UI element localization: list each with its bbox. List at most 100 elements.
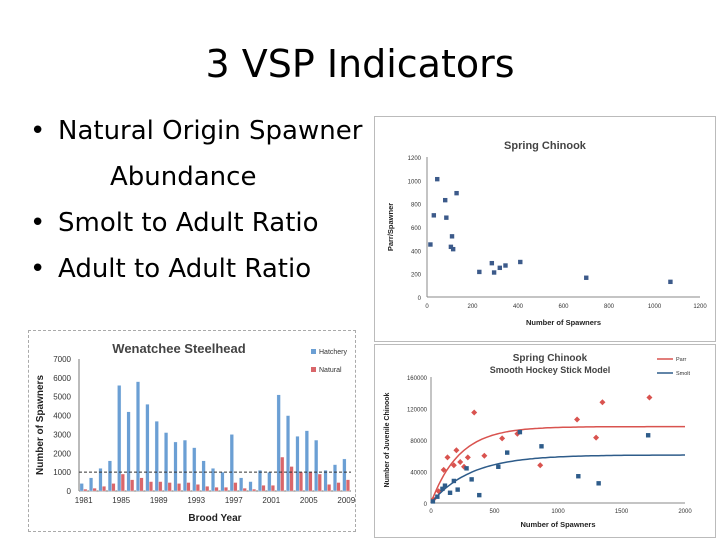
bar-natural: [242, 488, 247, 492]
data-point: [477, 269, 482, 275]
bar-natural: [299, 471, 303, 492]
bullet-symbol: •: [30, 254, 46, 284]
data-point-smolt: [517, 429, 523, 435]
legend-swatch: [311, 367, 316, 372]
data-point-parr: [464, 454, 471, 461]
data-point-smolt: [469, 477, 474, 482]
fit-line-smolt: [430, 454, 685, 504]
x-tick-label: 1989: [150, 496, 168, 505]
data-point-parr: [599, 399, 606, 406]
data-point: [454, 190, 459, 196]
data-point-parr: [499, 435, 506, 442]
x-axis-label: Number of Spawners: [520, 520, 595, 529]
x-tick-label: 1993: [187, 496, 205, 505]
bar-hatchery: [323, 470, 328, 492]
x-tick-label: 1000: [551, 509, 565, 515]
data-point: [431, 213, 437, 218]
bullet-list: • Natural Origin Spawner Abundance • Smolt…: [30, 108, 380, 292]
bar-hatchery: [295, 436, 300, 492]
y-tick-label: 0: [418, 296, 422, 302]
y-tick-label: 200: [411, 273, 422, 279]
legend-label: Hatchery: [319, 349, 348, 356]
bar-hatchery: [126, 411, 131, 492]
y-tick-label: 4000: [53, 412, 71, 421]
data-point: [489, 260, 495, 266]
data-point: [448, 244, 454, 250]
bar-hatchery: [239, 477, 244, 492]
data-point: [518, 259, 523, 265]
bar-hatchery: [136, 381, 140, 492]
y-axis-label: Number of Spawners: [35, 375, 46, 475]
fit-line-parr: [430, 425, 685, 504]
data-point-parr: [453, 447, 460, 454]
bar-hatchery: [192, 447, 197, 492]
data-point-parr: [574, 416, 581, 423]
spring-chinook-scatter-chart: Spring Chinook 0 200 400 600 800 1000 1200 0 200 4…: [386, 140, 707, 327]
data-point-parr: [481, 452, 488, 459]
y-tick-label: 0: [67, 487, 72, 496]
y-axis-label: Number of Juvenile Chinook: [384, 392, 391, 487]
x-tick-label: 800: [604, 304, 615, 310]
bar-natural: [308, 471, 313, 492]
data-point: [428, 242, 433, 247]
bar-natural: [130, 479, 135, 492]
bar-hatchery: [164, 432, 169, 492]
bar-natural: [261, 485, 266, 492]
data-point-smolt: [442, 483, 448, 488]
y-tick-label: 600: [411, 226, 422, 232]
y-tick-label: 120000: [407, 408, 428, 414]
bar-natural: [92, 488, 97, 492]
data-point-smolt: [539, 444, 544, 449]
data-point-parr: [593, 434, 600, 441]
x-tick-label: 200: [467, 304, 478, 310]
bar-natural: [327, 484, 332, 492]
y-tick-label: 7000: [53, 355, 71, 364]
bar-natural: [280, 456, 285, 492]
y-tick-label: 6000: [53, 374, 71, 383]
x-tick-label: 1200: [693, 304, 707, 310]
data-point: [491, 270, 497, 275]
bar-hatchery: [333, 464, 337, 492]
bar-hatchery: [257, 470, 262, 492]
legend-label: Smolt: [676, 371, 691, 377]
bar-hatchery: [211, 468, 215, 492]
bar-hatchery: [79, 483, 84, 492]
y-tick-label: 160000: [407, 376, 428, 382]
x-tick-label: 1000: [648, 304, 662, 310]
bar-hatchery: [173, 441, 178, 492]
bullet-text: Adult to Adult Ratio: [58, 254, 312, 284]
data-point-parr: [537, 462, 544, 469]
bar-hatchery: [248, 481, 253, 492]
data-point: [497, 265, 502, 271]
bar-hatchery: [342, 458, 347, 492]
x-tick-label: 1985: [112, 496, 130, 505]
bar-natural: [158, 481, 163, 492]
data-point-parr: [444, 454, 451, 461]
data-point: [435, 176, 440, 182]
bar-hatchery: [154, 421, 159, 492]
x-tick-label: 1981: [75, 496, 93, 505]
data-point-smolt: [455, 487, 460, 492]
bullet-symbol: •: [30, 208, 46, 238]
data-point-smolt: [447, 490, 453, 495]
x-tick-label: 2001: [262, 496, 280, 505]
x-tick-label: 2005: [300, 496, 318, 505]
bar-natural: [83, 488, 88, 492]
data-point-smolt: [451, 478, 457, 484]
chart-subtitle: Smooth Hockey Stick Model: [490, 365, 611, 375]
bar-natural: [102, 486, 106, 492]
bar-natural: [252, 488, 257, 492]
y-tick-label: 3000: [53, 430, 71, 439]
bar-hatchery: [286, 415, 290, 492]
y-tick-label: 1000: [53, 468, 71, 477]
x-tick-label: 500: [489, 509, 500, 515]
data-point-smolt: [596, 481, 601, 486]
bullet-continuation: Abundance: [110, 162, 257, 192]
data-point-smolt: [430, 499, 436, 504]
x-tick-label: 0: [425, 304, 429, 310]
legend-label: Natural: [319, 367, 342, 374]
data-point-smolt: [435, 494, 440, 499]
legend-swatch: [311, 349, 316, 354]
data-point-smolt: [496, 464, 501, 469]
x-axis-label: Brood Year: [188, 513, 241, 524]
